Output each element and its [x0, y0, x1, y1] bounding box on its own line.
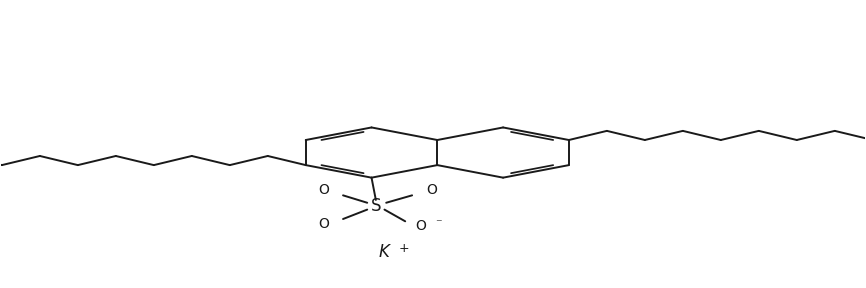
Text: ⁻: ⁻ — [435, 217, 442, 230]
Text: +: + — [398, 242, 409, 255]
Text: O: O — [318, 183, 328, 197]
Text: O: O — [416, 219, 426, 233]
Text: O: O — [427, 183, 437, 197]
Text: K: K — [379, 243, 390, 261]
Text: O: O — [318, 217, 328, 231]
Text: S: S — [371, 197, 381, 215]
